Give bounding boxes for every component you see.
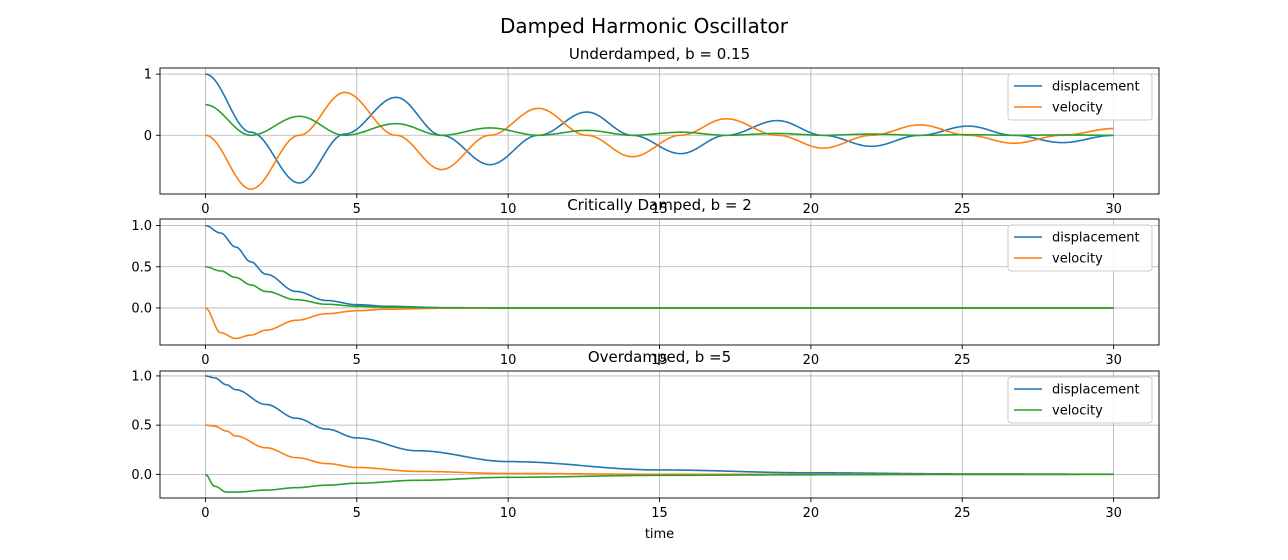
x-tick-label: 5 <box>353 506 361 521</box>
x-axis-label: time <box>645 527 674 542</box>
y-tick-label: 1.0 <box>131 369 152 384</box>
x-tick-label: 5 <box>353 202 361 217</box>
subplot-1: Underdamped, b = 0.150 5 10 15 20 25 3010displ… <box>144 45 1160 217</box>
x-tick-label: 25 <box>954 353 971 368</box>
subplot-2: Critically Damped, b = 2 0 5 10 15 20 25 30 1.0 0… <box>131 196 1160 368</box>
y-tick-label: 0 <box>144 129 152 144</box>
series-line-displacement <box>205 73 1114 184</box>
legend: displacement velocity <box>1007 376 1153 424</box>
x-tick-label: 25 <box>954 202 971 217</box>
y-tick-label: 1 <box>144 68 152 83</box>
legend-box <box>1007 224 1153 272</box>
x-tick-label: 30 <box>1105 353 1122 368</box>
x-tick-label: 10 <box>500 353 517 368</box>
series-line-velocity <box>205 473 1114 493</box>
x-tick-label: 15 <box>651 506 668 521</box>
x-tick-label: 20 <box>803 353 820 368</box>
legend-entry: displacement <box>1052 383 1140 398</box>
legend-box <box>1007 376 1153 424</box>
x-tick-label: 0 <box>201 353 209 368</box>
x-tick-label: 30 <box>1105 506 1122 521</box>
series-line-series-3 <box>205 103 1114 137</box>
x-tick-label: 15 <box>651 353 668 368</box>
y-tick-label: 0.5 <box>131 419 152 434</box>
series-line-series-3 <box>205 265 1114 309</box>
x-tick-label: 10 <box>500 506 517 521</box>
legend: displacement velocity <box>1007 224 1153 272</box>
subplot-title: Underdamped, b = 0.15 <box>569 45 750 63</box>
x-tick-label: 20 <box>803 202 820 217</box>
subplots: Underdamped, b = 0.150 5 10 15 20 25 3010displ… <box>131 45 1160 542</box>
x-tick-label: 30 <box>1105 202 1122 217</box>
figure-title: Damped Harmonic Oscillator <box>500 14 789 38</box>
subplot-3: Overdamped, b =5 0 5 10 15 20 25 30 1.0 0.5 0.0 tim… <box>131 348 1160 542</box>
legend-box <box>1007 73 1153 121</box>
legend-entry: velocity <box>1052 404 1103 419</box>
x-tick-label: 0 <box>201 202 209 217</box>
y-tick-label: 0.0 <box>131 301 152 316</box>
subplot-title: Critically Damped, b = 2 <box>567 196 752 214</box>
y-tick-label: 0.0 <box>131 468 152 483</box>
x-tick-label: 20 <box>803 506 820 521</box>
subplot-title: Overdamped, b =5 <box>588 348 731 366</box>
y-tick-label: 0.5 <box>131 260 152 275</box>
legend-entry: velocity <box>1052 252 1103 267</box>
x-tick-label: 25 <box>954 506 971 521</box>
x-tick-label: 5 <box>353 353 361 368</box>
legend: displacement velocity <box>1007 73 1153 121</box>
y-tick-label: 1.0 <box>131 219 152 234</box>
x-tick-label: 15 <box>651 202 668 217</box>
legend-entry: velocity <box>1052 101 1103 116</box>
legend-entry: displacement <box>1052 231 1140 246</box>
x-tick-label: 0 <box>201 506 209 521</box>
x-tick-label: 10 <box>500 202 517 217</box>
legend-entry: displacement <box>1052 80 1140 95</box>
